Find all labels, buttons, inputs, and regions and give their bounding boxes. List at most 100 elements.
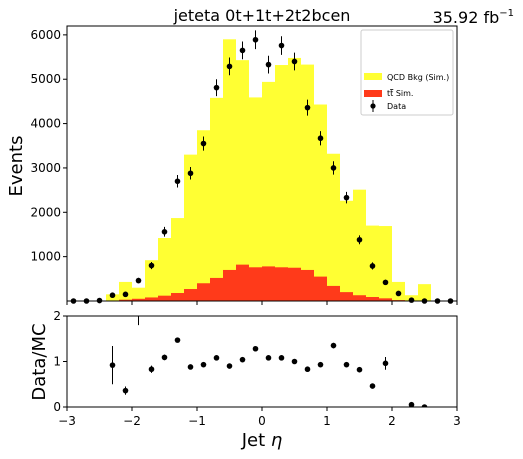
x-tick-label: 2	[388, 414, 396, 428]
qcd-bar	[223, 39, 236, 301]
qcd-bar	[418, 284, 431, 301]
data-point	[200, 140, 207, 147]
legend-label-ttbar-t: t	[387, 89, 390, 98]
chart-title: jeteta 0t+1t+2t2bcen	[173, 6, 351, 25]
ratio-point	[200, 361, 207, 368]
ratio-point	[109, 362, 116, 368]
qcd-bar	[145, 260, 158, 301]
qcd-bar	[158, 238, 171, 301]
ratio-point	[356, 366, 363, 373]
ratio-point	[213, 355, 220, 361]
ttbar-bar	[132, 298, 145, 301]
y-tick-label: 1000	[30, 250, 61, 264]
y-tick-label: 6000	[30, 28, 61, 42]
qcd-bar	[236, 60, 249, 301]
y-tick-label: 2	[53, 309, 61, 323]
luminosity-exponent: −1	[499, 8, 514, 19]
qcd-bar	[314, 104, 327, 302]
ttbar-bar	[340, 292, 353, 301]
ttbar-bar	[184, 289, 197, 301]
data-point	[109, 292, 116, 299]
ttbar-bar	[249, 267, 262, 301]
ratio-point	[382, 360, 389, 367]
bottom-x-ticks: −3 −2 −1 0 1 2 3	[58, 407, 461, 428]
data-point	[161, 229, 168, 235]
y-tick-label: 1	[53, 355, 61, 369]
qcd-bar	[119, 281, 132, 301]
x-tick-label: 0	[258, 414, 266, 428]
data-point	[304, 104, 311, 111]
luminosity-label: 35.92 fb−1	[433, 8, 514, 27]
qcd-bar	[171, 218, 184, 301]
data-point	[265, 61, 272, 68]
x-axis-label-symbol: η	[271, 430, 282, 451]
y-tick-label: 5000	[30, 72, 61, 86]
top-x-ticks	[66, 301, 458, 305]
ttbar-bar	[379, 298, 392, 301]
ttbar-bar	[288, 267, 301, 301]
data-point	[252, 36, 259, 43]
ttbar-bar	[366, 297, 379, 301]
qcd-bar	[340, 200, 353, 301]
qcd-bar	[379, 226, 392, 301]
ratio-point	[148, 366, 155, 373]
bottom-y-axis-label: Data/MC	[29, 323, 50, 400]
x-tick-label: −1	[188, 414, 206, 428]
qcd-bar	[262, 81, 275, 301]
stacked-bars	[106, 39, 431, 302]
bottom-panel: 0 1 2 −3 −2 −1 0 1 2 3 Data/MC Jet η	[29, 309, 461, 451]
legend-label-ttbar-tbar: t	[390, 89, 393, 98]
data-point	[369, 263, 376, 269]
qcd-bar	[327, 153, 340, 301]
x-axis-label: Jet η	[241, 430, 283, 451]
ttbar-bar	[236, 264, 249, 301]
top-y-ticks: 1000 2000 3000 4000 5000 6000	[30, 28, 67, 264]
data-point	[291, 58, 298, 65]
legend-marker-data	[370, 103, 376, 109]
top-panel: 1000 2000 3000 4000 5000 6000 Events QCD Bkg …	[6, 25, 458, 305]
qcd-bar	[288, 57, 301, 301]
ratio-point	[343, 361, 350, 368]
data-point	[343, 194, 350, 201]
y-tick-label: 2000	[30, 205, 61, 219]
data-point	[356, 236, 363, 243]
qcd-bar	[353, 189, 366, 301]
data-point	[317, 135, 324, 142]
ratio-point	[265, 355, 272, 361]
luminosity-value: 35.92 fb	[433, 8, 500, 27]
legend-frame	[360, 29, 454, 116]
ratio-point	[408, 401, 415, 407]
data-point	[330, 165, 337, 171]
x-tick-label: 3	[453, 414, 461, 428]
qcd-bar	[301, 64, 314, 301]
data-point	[395, 290, 402, 297]
legend: QCD Bkg (Sim.) tt Sim. Data	[360, 29, 454, 116]
ttbar-bar	[314, 276, 327, 301]
x-tick-label: −3	[58, 414, 76, 428]
data-point	[382, 279, 389, 286]
data-point	[135, 277, 142, 284]
qcd-bar	[275, 65, 288, 301]
ttbar-bar	[275, 267, 288, 301]
ttbar-bar	[171, 293, 184, 301]
ratio-point	[161, 354, 168, 361]
legend-label-data: Data	[387, 102, 406, 111]
x-axis-label-text: Jet	[241, 430, 271, 451]
y-tick-label: 4000	[30, 117, 61, 131]
ratio-points	[109, 316, 428, 407]
ratio-point	[252, 345, 259, 352]
ratio-point	[369, 383, 376, 389]
ttbar-bar	[223, 269, 236, 301]
ratio-point	[122, 387, 129, 394]
ratio-point	[187, 364, 194, 370]
legend-label-ttbar: tt Sim.	[387, 89, 413, 98]
qcd-bar	[249, 97, 262, 302]
ttbar-bar	[262, 266, 275, 301]
x-tick-label: −2	[123, 414, 141, 428]
legend-label-qcd: QCD Bkg (Sim.)	[387, 73, 449, 82]
ratio-point	[226, 363, 233, 369]
ratio-point	[278, 355, 285, 361]
ttbar-bar	[301, 269, 314, 301]
data-point	[408, 297, 415, 303]
ttbar-bar	[145, 297, 158, 301]
